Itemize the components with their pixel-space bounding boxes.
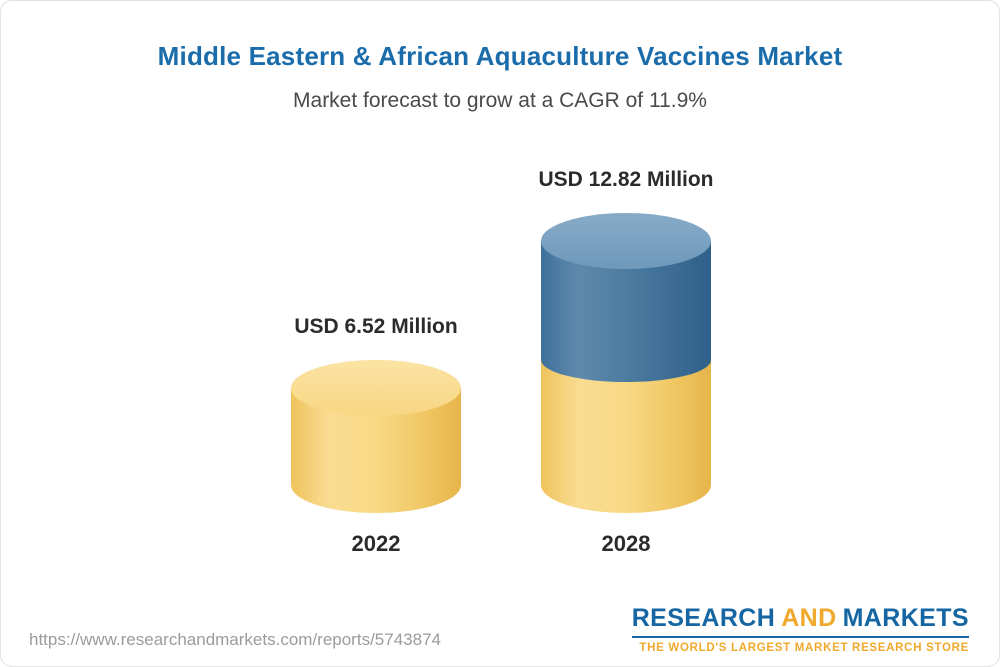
bar-2028-top-cap — [541, 213, 711, 269]
value-label-2022: USD 6.52 Million — [294, 315, 458, 338]
report-url[interactable]: https://www.researchandmarkets.com/repor… — [29, 630, 441, 649]
logo-wordmark: RESEARCH AND MARKETS — [632, 604, 969, 633]
logo-tagline: THE WORLD'S LARGEST MARKET RESEARCH STOR… — [639, 642, 969, 654]
category-label-2022: 2022 — [351, 531, 401, 556]
footer: https://www.researchandmarkets.com/repor… — [1, 596, 999, 666]
bar-2028: USD 12.82 Million 2028 — [538, 1, 713, 666]
value-label-2028: USD 12.82 Million — [538, 168, 714, 191]
bar-2022-top-cap — [291, 360, 461, 416]
logo-word-research: RESEARCH — [631, 604, 776, 632]
chart-subtitle: Market forecast to grow at a CAGR of 11.… — [293, 89, 707, 112]
logo-word-and: AND — [781, 604, 837, 632]
bar-2022: USD 6.52 Million 2022 — [291, 1, 461, 666]
logo-word-markets: MARKETS — [842, 604, 969, 632]
logo-divider — [631, 636, 969, 638]
research-and-markets-logo: RESEARCH AND MARKETS THE WORLD'S LARGEST M… — [631, 604, 969, 654]
category-label-2028: 2028 — [601, 531, 651, 556]
chart-title: Middle Eastern & African Aquaculture Vac… — [157, 41, 843, 71]
bar-2028-segment-base — [541, 360, 711, 513]
